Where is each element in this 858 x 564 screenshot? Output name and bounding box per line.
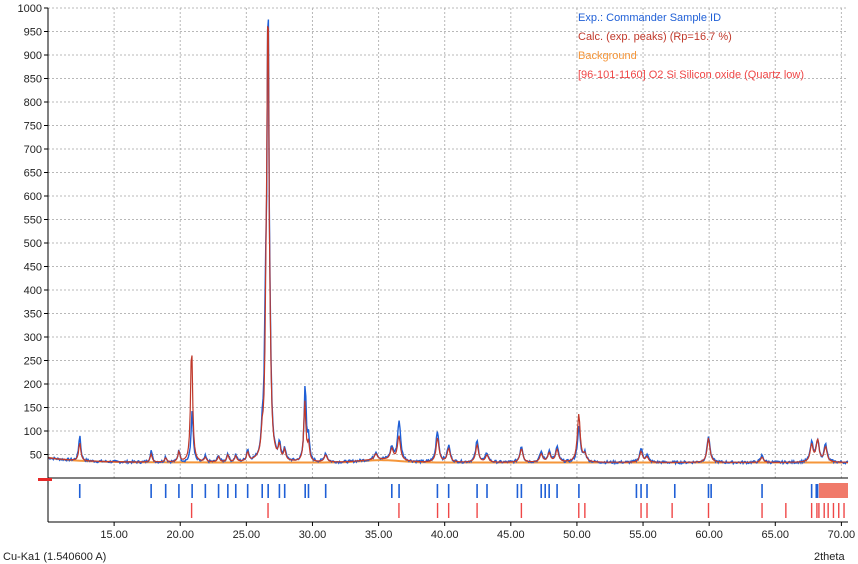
y-tick-label: 900 <box>24 50 42 62</box>
x-tick-label: 20.00 <box>166 529 194 541</box>
x-tick-label: 15.00 <box>100 529 128 541</box>
y-tick-label: 500 <box>24 238 42 250</box>
y-tick-label: 650 <box>24 168 42 180</box>
y-tick-label: 250 <box>24 356 42 368</box>
calc-line <box>47 26 848 463</box>
x-tick-label: 60.00 <box>695 529 723 541</box>
y-tick-label: 850 <box>24 74 42 86</box>
y-tick-label: 800 <box>24 97 42 109</box>
legend-entry: Exp.: Commander Sample ID <box>578 12 721 24</box>
radiation-label: Cu-Ka1 (1.540600 A) <box>3 551 106 563</box>
legend: Exp.: Commander Sample ID Calc. (exp. pea… <box>578 12 804 81</box>
y-tick-label: 200 <box>24 379 42 391</box>
zero-marker <box>38 478 52 481</box>
x-tick-labels: 15.00 20.00 25.00 30.00 35.00 40.00 45.00 50.00… <box>100 522 855 541</box>
peak-markers <box>38 478 848 518</box>
background-series <box>47 456 848 464</box>
grid-lines <box>48 7 848 478</box>
y-tick-label: 750 <box>24 121 42 133</box>
calc-series <box>47 26 848 463</box>
legend-entry: Background <box>578 50 637 62</box>
y-tick-label: 600 <box>24 191 42 203</box>
x-tick-label: 25.00 <box>233 529 261 541</box>
exp-series <box>48 19 849 466</box>
legend-entry: [96-101-1160] O2 Si Silicon oxide (Quart… <box>578 69 804 81</box>
x-tick-label: 65.00 <box>762 529 790 541</box>
background-line <box>47 456 848 464</box>
y-tick-label: 100 <box>24 426 42 438</box>
y-tick-label: 1000 <box>18 3 42 15</box>
y-tick-label: 50 <box>30 450 42 462</box>
x-tick-label: 55.00 <box>629 529 657 541</box>
y-tick-label: 950 <box>24 27 42 39</box>
y-tick-label: 400 <box>24 285 42 297</box>
x-tick-label: 30.00 <box>299 529 327 541</box>
x-axis-label: 2theta <box>814 551 845 563</box>
x-tick-label: 35.00 <box>365 529 393 541</box>
x-tick-label: 40.00 <box>431 529 459 541</box>
legend-entry: Calc. (exp. peaks) (Rp=16.7 %) <box>578 31 732 43</box>
x-tick-label: 50.00 <box>563 529 591 541</box>
y-tick-label: 300 <box>24 332 42 344</box>
y-tick-label: 550 <box>24 215 42 227</box>
y-tick-label: 150 <box>24 403 42 415</box>
y-tick-label: 700 <box>24 144 42 156</box>
exp-line <box>48 19 849 466</box>
y-tick-label: 350 <box>24 309 42 321</box>
x-tick-label: 45.00 <box>497 529 525 541</box>
y-tick-label: 450 <box>24 262 42 274</box>
x-tick-label: 70.00 <box>828 529 856 541</box>
reference-marker-band <box>818 483 848 498</box>
axes <box>47 8 848 523</box>
y-tick-labels: 50 100 150 200 250 300 350 400 450 500 550 600 650 70… <box>18 3 48 462</box>
